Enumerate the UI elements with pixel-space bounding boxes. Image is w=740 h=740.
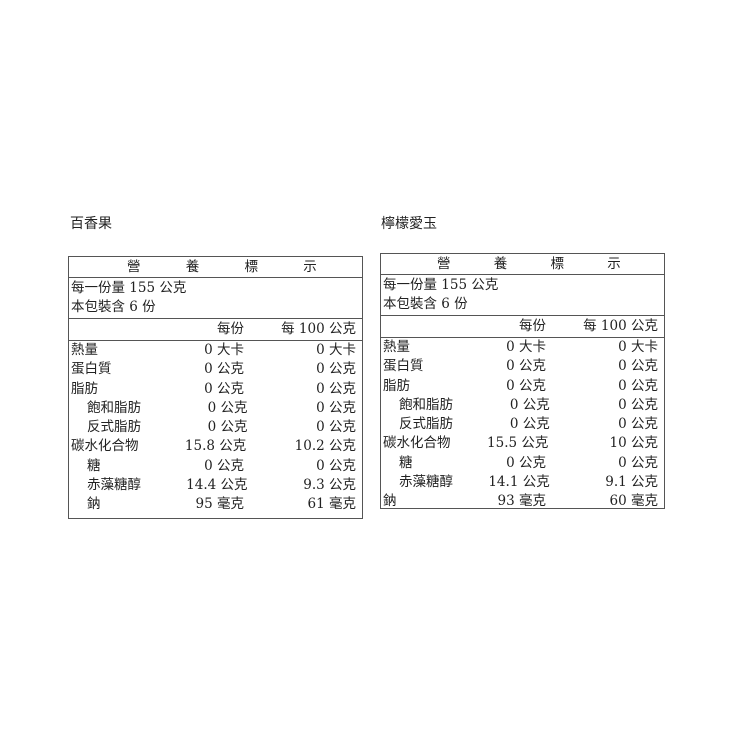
serving-info: 每一份量 155 公克 本包裝含 6 份: [381, 275, 664, 316]
per-100g-value: 0 大卡: [316, 342, 356, 358]
nutrient-row: 碳水化合物 15.5 公克 10 公克: [381, 434, 664, 453]
nutrient-row: 熱量 0 大卡 0 大卡: [381, 338, 664, 357]
per-100g-value: 0 公克: [618, 396, 658, 413]
nutrient-row: 糖 0 公克 0 公克: [69, 457, 362, 476]
per-serving-value: 0 公克: [506, 454, 546, 471]
servings-per-package: 本包裝含 6 份: [383, 296, 468, 312]
per-serving-value: 0 公克: [204, 361, 244, 378]
per-100g-value: 0 公克: [618, 416, 658, 433]
nutrient-name: 鈉: [383, 493, 397, 510]
per-100g-value: 0 公克: [618, 377, 658, 394]
per-serving-value: 0 公克: [204, 380, 244, 397]
per-serving-value: 0 大卡: [506, 339, 546, 355]
col-per-serving: 每份: [519, 318, 546, 334]
header-char: 示: [607, 256, 621, 272]
serving-size: 每一份量 155 公克: [383, 277, 499, 293]
header-char: 營: [127, 259, 141, 275]
nutrient-name: 鈉: [87, 496, 101, 513]
header-char: 標: [244, 259, 259, 275]
nutrient-name: 飽和脂肪: [399, 396, 453, 413]
nutrient-name: 赤藻糖醇: [399, 474, 453, 491]
product-title: 百香果: [70, 216, 112, 232]
per-100g-value: 0 公克: [316, 419, 356, 436]
nutrient-name: 脂肪: [383, 377, 410, 394]
nutrient-row: 反式脂肪 0 公克 0 公克: [69, 418, 362, 437]
header-char: 養: [185, 259, 200, 275]
nutrient-name: 熱量: [71, 342, 98, 358]
per-serving-value: 93 毫克: [497, 493, 546, 510]
nutrient-name: 反式脂肪: [399, 416, 453, 433]
nutrient-row: 熱量 0 大卡 0 大卡: [69, 341, 362, 360]
product-title: 檸檬愛玉: [381, 216, 437, 232]
per-serving-value: 0 公克: [207, 399, 248, 416]
per-serving-value: 15.5 公克: [487, 435, 549, 452]
nutrient-row: 赤藻糖醇 14.4 公克 9.3 公克: [69, 476, 362, 495]
nutrient-row: 蛋白質 0 公克 0 公克: [69, 360, 362, 379]
nutrient-row: 赤藻糖醇 14.1 公克 9.1 公克: [381, 473, 664, 492]
nutrition-label: 營 養 標 示 每一份量 155 公克 本包裝含 6 份 每份 每 100 公克 熱量…: [68, 256, 363, 519]
nutrient-row: 蛋白質 0 公克 0 公克: [381, 357, 664, 376]
nutrient-row: 碳水化合物 15.8 公克 10.2 公克: [69, 437, 362, 456]
per-100g-value: 61 毫克: [307, 496, 356, 513]
per-serving-value: 14.1 公克: [488, 474, 550, 491]
header-char: 養: [493, 256, 508, 272]
col-per-100g: 每 100 公克: [583, 318, 658, 334]
nutrient-name: 赤藻糖醇: [87, 477, 141, 494]
nutrient-name: 糖: [399, 454, 413, 471]
per-serving-value: 15.8 公克: [184, 438, 247, 455]
per-serving-value: 14.4 公克: [186, 477, 248, 494]
per-100g-value: 0 公克: [316, 399, 356, 416]
nutrient-name: 熱量: [383, 339, 410, 355]
nutrition-label: 營 養 標 示 每一份量 155 公克 本包裝含 6 份 每份 每 100 公克 熱量…: [380, 253, 665, 509]
per-100g-value: 0 公克: [316, 361, 356, 378]
label-header: 營養標示: [381, 254, 664, 275]
serving-size: 每一份量 155 公克: [71, 280, 187, 296]
column-headers: 每份 每 100 公克: [381, 316, 664, 338]
serving-info: 每一份量 155 公克 本包裝含 6 份: [69, 278, 362, 319]
nutrient-row: 鈉 95 毫克 61 毫克: [69, 495, 362, 514]
per-serving-value: 0 公克: [509, 396, 550, 413]
per-serving-value: 0 公克: [506, 377, 546, 394]
per-serving-value: 95 毫克: [195, 496, 244, 513]
col-per-serving: 每份: [217, 321, 244, 337]
nutrient-row: 飽和脂肪 0 公克 0 公克: [69, 399, 362, 418]
header-char: 標: [550, 256, 565, 272]
nutrient-row: 脂肪 0 公克 0 公克: [69, 380, 362, 399]
nutrient-name: 飽和脂肪: [87, 399, 141, 416]
nutrient-name: 糖: [87, 457, 101, 474]
nutrient-name: 脂肪: [71, 380, 98, 397]
per-100g-value: 9.1 公克: [605, 474, 658, 491]
per-serving-value: 0 公克: [204, 457, 244, 474]
per-serving-value: 0 公克: [509, 416, 550, 433]
per-serving-value: 0 公克: [207, 419, 248, 436]
per-100g-value: 0 公克: [316, 380, 356, 397]
per-serving-value: 0 大卡: [204, 342, 244, 358]
per-serving-value: 0 公克: [506, 358, 546, 375]
nutrient-row: 反式脂肪 0 公克 0 公克: [381, 415, 664, 434]
header-char: 示: [303, 259, 317, 275]
nutrient-name: 碳水化合物: [71, 438, 139, 455]
nutrient-row: 飽和脂肪 0 公克 0 公克: [381, 396, 664, 415]
nutrient-name: 碳水化合物: [383, 435, 451, 452]
nutrient-row: 脂肪 0 公克 0 公克: [381, 377, 664, 396]
per-100g-value: 9.3 公克: [303, 477, 356, 494]
servings-per-package: 本包裝含 6 份: [71, 299, 156, 315]
per-100g-value: 10 公克: [609, 435, 658, 452]
nutrient-row: 鈉 93 毫克 60 毫克: [381, 492, 664, 511]
per-100g-value: 0 公克: [618, 358, 658, 375]
per-100g-value: 0 公克: [316, 457, 356, 474]
nutrient-name: 蛋白質: [71, 361, 112, 378]
nutrient-name: 反式脂肪: [87, 419, 141, 436]
nutrient-row: 糖 0 公克 0 公克: [381, 454, 664, 473]
nutrient-name: 蛋白質: [383, 358, 424, 375]
per-100g-value: 10.2 公克: [294, 438, 356, 455]
col-per-100g: 每 100 公克: [281, 321, 356, 337]
header-char: 營: [437, 256, 451, 272]
per-100g-value: 0 大卡: [618, 339, 658, 355]
label-header: 營養標示: [69, 257, 362, 278]
per-100g-value: 0 公克: [618, 454, 658, 471]
per-100g-value: 60 毫克: [609, 493, 658, 510]
column-headers: 每份 每 100 公克: [69, 319, 362, 341]
